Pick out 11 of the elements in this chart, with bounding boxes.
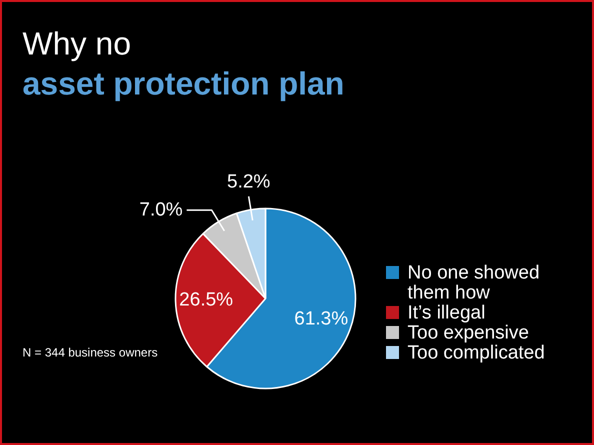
data-label: 61.3%: [294, 308, 348, 330]
legend-label: Too expensive: [408, 322, 529, 344]
data-label: 5.2%: [227, 171, 270, 192]
chart-title: Why no: [22, 26, 131, 62]
legend-label: Too complicated: [408, 342, 545, 364]
legend-label: It’s illegal: [408, 302, 486, 324]
data-label: 7.0%: [139, 200, 183, 221]
chart-subtitle: asset protection plan: [22, 66, 344, 102]
data-label: 26.5%: [179, 290, 234, 311]
legend-label: No one showed them how: [408, 262, 540, 304]
text: N = 344 business owners: [22, 346, 158, 360]
